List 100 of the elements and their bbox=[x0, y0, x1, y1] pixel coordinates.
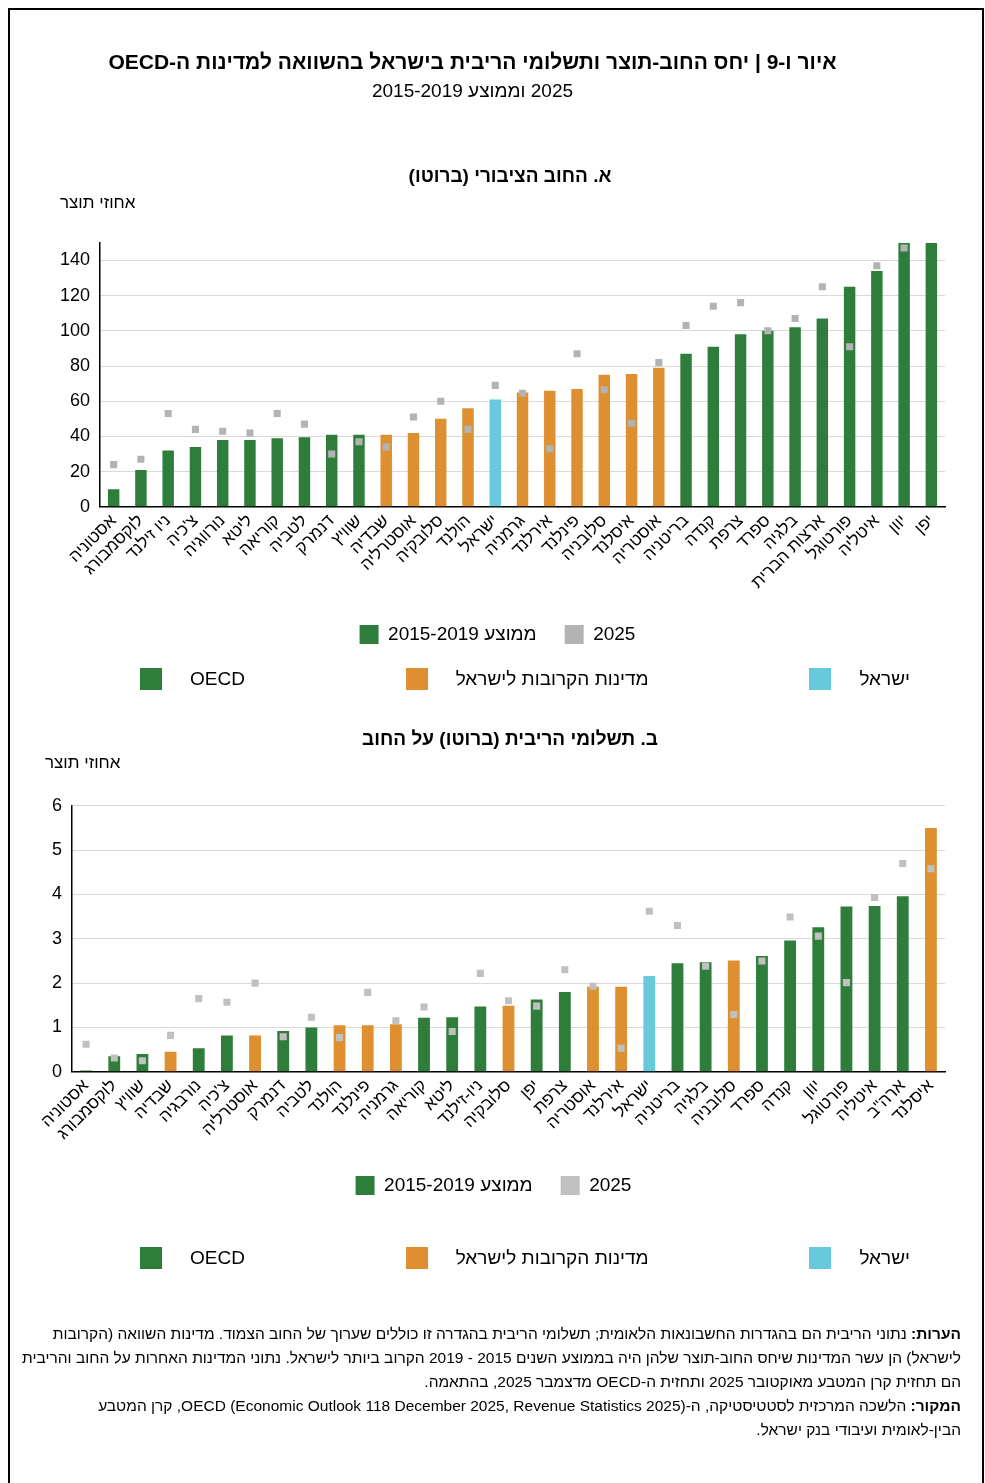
bar bbox=[435, 418, 447, 507]
y-tick-label: 0 bbox=[52, 1060, 63, 1081]
point bbox=[219, 427, 227, 435]
bar bbox=[162, 450, 174, 507]
bar bbox=[558, 991, 571, 1072]
text: המקור: הלשכה המרכזית לסטטיסטיקה, ה-OECD (Economic Outlook 118 December 2025, Revenue Statistics 2025), קרן המטבע הבין-לאומית ועיבודי בנק ישראל. bbox=[97, 1396, 961, 1440]
point bbox=[464, 425, 472, 433]
y-tick-label: 60 bbox=[70, 390, 91, 411]
bar bbox=[925, 242, 938, 507]
point bbox=[246, 429, 254, 437]
point bbox=[307, 1013, 315, 1021]
x-tick-label: יפן bbox=[910, 510, 938, 538]
point bbox=[191, 425, 199, 433]
bar bbox=[462, 408, 474, 507]
bar bbox=[389, 1024, 402, 1072]
point bbox=[300, 420, 308, 428]
bar bbox=[220, 1035, 233, 1072]
bar bbox=[407, 432, 420, 507]
point bbox=[195, 995, 203, 1003]
point bbox=[589, 982, 597, 990]
point bbox=[573, 350, 581, 358]
bar bbox=[474, 1006, 487, 1072]
text: מדינות הקרובות לישראל bbox=[455, 668, 649, 690]
point bbox=[617, 1044, 625, 1052]
y-tick-label: 5 bbox=[52, 839, 63, 860]
legend-label: 2025 bbox=[593, 622, 636, 644]
y-tick-label: 4 bbox=[52, 883, 63, 904]
bar bbox=[189, 447, 202, 507]
point bbox=[673, 921, 682, 930]
point bbox=[223, 998, 231, 1006]
point bbox=[645, 907, 653, 915]
point bbox=[420, 1003, 428, 1011]
point bbox=[110, 461, 118, 469]
bar bbox=[843, 286, 856, 507]
point bbox=[336, 1034, 344, 1042]
point bbox=[764, 327, 772, 335]
legend-label: ממוצע 2015-2019 bbox=[384, 1173, 533, 1195]
text: הערות: נתוני הריבית הם בהגדרות החשבונאות הלאומית; תשלומי הריבית בהגדרה זו כוללים שערוך של החוב הצמוד. מדינות השוואה (הקרובות לישראל) הן עשר המדינות שיחס החוב-תוצר שלהן היה בממוצע השנים 2015 - 2019 הקרוב ביותר לישראל. נתוני המדינות האחרות על החוב והריבית הם תחזית קרן המטבע מאוקטובר 2025 ותחזית ה-OECD מדצמבר 2025, בהתאמה. bbox=[21, 1324, 961, 1392]
bar bbox=[871, 270, 883, 507]
bar bbox=[925, 827, 937, 1072]
point bbox=[899, 859, 907, 867]
text: 2025 וממוצע 2015-2019 bbox=[370, 80, 575, 102]
y-axis-title: אחוזי תוצר bbox=[60, 193, 136, 213]
point bbox=[682, 322, 690, 330]
point bbox=[730, 1011, 738, 1019]
chart-title: א. החוב הציבורי (ברוטו) bbox=[407, 165, 613, 187]
point bbox=[791, 314, 799, 323]
point bbox=[518, 389, 527, 397]
bar bbox=[298, 437, 311, 507]
bar bbox=[530, 999, 543, 1072]
y-axis-title: אחוזי תוצר bbox=[45, 753, 121, 773]
bar bbox=[244, 439, 256, 507]
bar bbox=[135, 469, 147, 507]
point bbox=[110, 1054, 118, 1062]
bar bbox=[756, 956, 768, 1072]
bar bbox=[380, 434, 392, 507]
x-tick-label: יוון bbox=[884, 510, 911, 537]
y-tick-label: 3 bbox=[52, 927, 63, 948]
bar bbox=[544, 390, 556, 507]
bar bbox=[812, 927, 825, 1072]
point bbox=[600, 386, 608, 394]
y-tick-label: 140 bbox=[59, 249, 91, 270]
point bbox=[167, 1031, 175, 1039]
point bbox=[737, 299, 745, 307]
text: OECD bbox=[190, 1247, 245, 1269]
point bbox=[448, 1027, 456, 1035]
bar bbox=[516, 392, 529, 507]
point bbox=[561, 966, 569, 974]
point bbox=[533, 1002, 541, 1010]
text: OECD bbox=[190, 668, 245, 690]
point bbox=[842, 979, 850, 987]
point bbox=[628, 419, 636, 427]
point bbox=[355, 438, 363, 446]
y-tick-label: 0 bbox=[80, 495, 91, 516]
bar bbox=[789, 327, 801, 507]
bar bbox=[446, 1017, 459, 1072]
text: ישראל bbox=[859, 668, 910, 690]
bar bbox=[271, 438, 283, 507]
text: מדינות הקרובות לישראל bbox=[455, 1247, 649, 1269]
bar bbox=[353, 434, 365, 507]
bar bbox=[680, 353, 692, 507]
bar bbox=[707, 346, 720, 507]
bar bbox=[615, 986, 628, 1072]
y-tick-label: 100 bbox=[59, 319, 91, 340]
y-tick-label: 1 bbox=[52, 1016, 63, 1037]
bar bbox=[502, 1005, 515, 1072]
point bbox=[655, 358, 663, 367]
bar bbox=[699, 962, 712, 1072]
point bbox=[364, 988, 372, 996]
point bbox=[758, 957, 766, 965]
bar bbox=[361, 1025, 374, 1072]
point bbox=[82, 1040, 90, 1048]
y-tick-label: 20 bbox=[70, 460, 91, 481]
bar bbox=[653, 367, 665, 507]
text: ישראל bbox=[859, 1247, 910, 1269]
bar bbox=[164, 1051, 177, 1072]
point bbox=[927, 865, 935, 873]
bar bbox=[587, 986, 599, 1072]
point bbox=[709, 302, 717, 310]
legend-label: 2025 bbox=[589, 1173, 632, 1195]
